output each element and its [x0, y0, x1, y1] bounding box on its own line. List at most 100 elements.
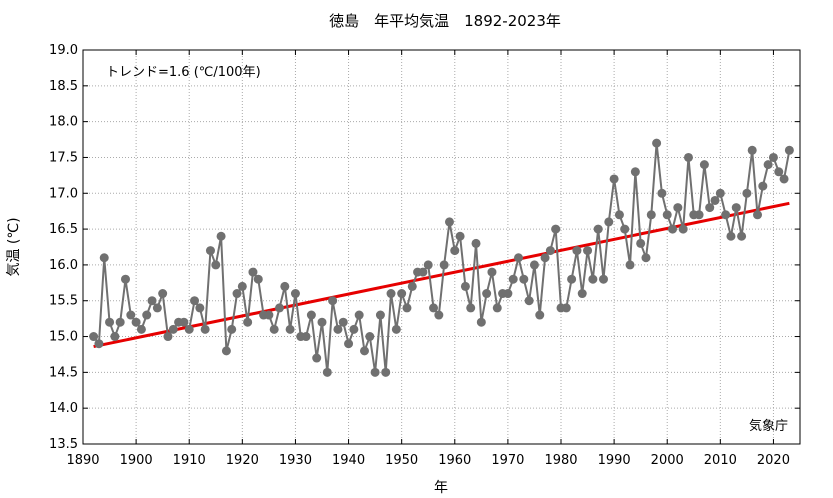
data-point — [577, 289, 587, 299]
data-point — [429, 303, 439, 313]
data-point — [503, 289, 513, 299]
series-line — [92, 143, 791, 373]
data-point — [561, 303, 571, 313]
data-point — [200, 324, 210, 334]
data-point — [604, 217, 614, 227]
x-tick-label: 1980 — [544, 453, 577, 468]
data-point — [110, 332, 120, 342]
data-point — [253, 274, 263, 284]
data-point — [338, 317, 348, 327]
x-tick-label: 1950 — [385, 453, 418, 468]
data-point — [381, 367, 391, 377]
data-point — [306, 310, 316, 320]
data-point — [609, 174, 619, 184]
data-point — [450, 246, 460, 256]
source-label: 気象庁 — [749, 418, 788, 434]
data-point — [726, 231, 736, 241]
data-point — [349, 324, 359, 334]
x-tick-label: 2000 — [651, 453, 684, 468]
data-point — [492, 303, 502, 313]
data-point — [269, 324, 279, 334]
data-point — [168, 324, 178, 334]
data-point — [678, 224, 688, 234]
x-tick-label: 1960 — [438, 453, 471, 468]
data-point — [747, 145, 757, 155]
data-point — [322, 367, 332, 377]
data-point — [232, 289, 242, 299]
data-point — [158, 289, 168, 299]
data-point — [699, 160, 709, 170]
y-tick-label: 18.5 — [49, 79, 78, 94]
data-point — [768, 152, 778, 162]
data-point — [354, 310, 364, 320]
trend-line — [93, 201, 790, 349]
data-point — [694, 210, 704, 220]
data-point — [774, 167, 784, 177]
data-point — [237, 281, 247, 291]
y-tick-label: 15.0 — [49, 330, 78, 345]
data-point — [641, 253, 651, 263]
x-tick-label: 1920 — [226, 453, 259, 468]
data-point — [508, 274, 518, 284]
data-point — [179, 317, 189, 327]
data-point — [524, 296, 534, 306]
x-tick-label: 2020 — [757, 453, 790, 468]
data-point — [190, 296, 200, 306]
data-point — [131, 317, 141, 327]
y-tick-label: 14.5 — [49, 365, 78, 380]
data-point — [519, 274, 529, 284]
data-point — [620, 224, 630, 234]
grid — [82, 49, 800, 445]
x-tick-label: 1890 — [66, 453, 99, 468]
data-point — [662, 210, 672, 220]
series-layer — [89, 138, 794, 377]
data-point — [105, 317, 115, 327]
data-point — [280, 281, 290, 291]
data-point — [120, 274, 130, 284]
y-tick-label: 15.5 — [49, 294, 78, 309]
data-point — [625, 260, 635, 270]
data-point — [598, 274, 608, 284]
data-point — [731, 203, 741, 213]
y-tick-label: 19.0 — [49, 43, 78, 58]
data-point — [630, 167, 640, 177]
data-point — [636, 238, 646, 248]
data-point — [312, 353, 322, 363]
y-tick-label: 17.0 — [49, 186, 78, 201]
data-point — [657, 188, 667, 198]
data-point — [333, 324, 343, 334]
data-point — [529, 260, 539, 270]
data-point — [391, 324, 401, 334]
data-point — [455, 231, 465, 241]
data-point — [317, 317, 327, 327]
data-point — [370, 367, 380, 377]
data-point — [152, 303, 162, 313]
data-point — [471, 238, 481, 248]
data-point — [439, 260, 449, 270]
data-point — [460, 281, 470, 291]
y-tick-label: 17.5 — [49, 150, 78, 165]
data-point — [211, 260, 221, 270]
data-point — [221, 346, 231, 356]
data-point — [418, 267, 428, 277]
y-tick-label: 16.5 — [49, 222, 78, 237]
data-point — [423, 260, 433, 270]
data-point — [264, 310, 274, 320]
y-tick-label: 13.5 — [49, 437, 78, 452]
plot-frame — [82, 49, 801, 445]
data-point — [434, 310, 444, 320]
data-point — [216, 231, 226, 241]
trend-annotation: トレンド=1.6 (℃/100年) — [106, 65, 261, 80]
data-point — [365, 332, 375, 342]
x-tick-label: 1910 — [173, 453, 206, 468]
data-point — [89, 332, 99, 342]
data-point — [126, 310, 136, 320]
data-point — [397, 289, 407, 299]
y-tick-label: 14.0 — [49, 401, 78, 416]
data-point — [147, 296, 157, 306]
data-point — [205, 246, 215, 256]
data-point — [163, 332, 173, 342]
chart-title: 徳島 年平均気温 1892-2023年 — [329, 12, 561, 30]
data-point — [540, 253, 550, 263]
